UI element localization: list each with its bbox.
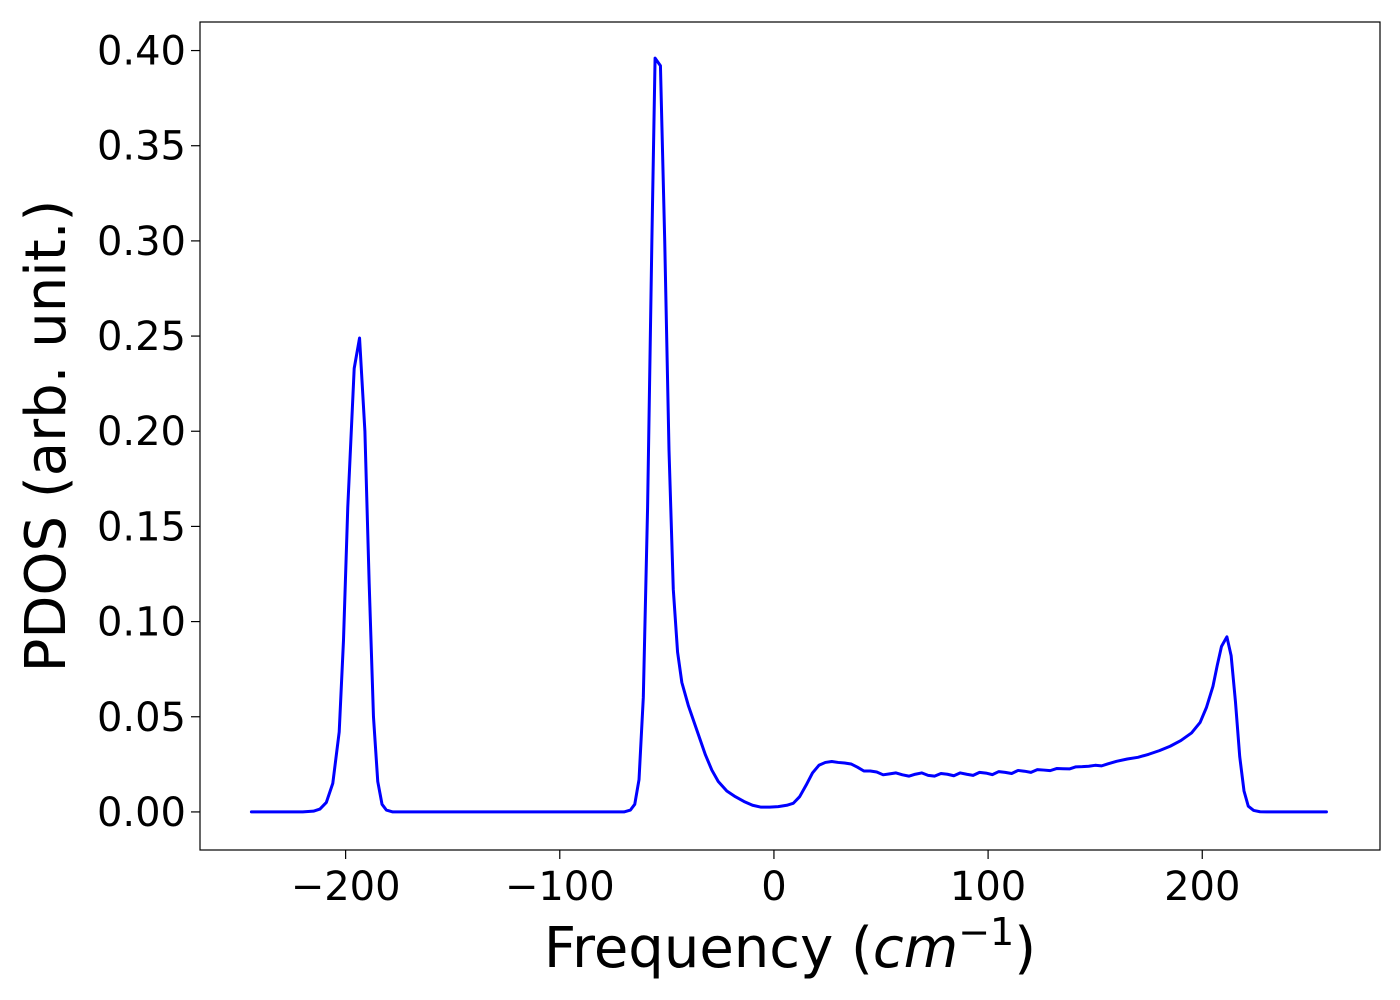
y-tick-label: 0.25	[97, 314, 186, 360]
x-axis-label-unit-exponent: −1	[958, 910, 1014, 954]
x-axis: −200 −100 0 100 200	[291, 850, 1240, 910]
x-tick-label: 200	[1164, 864, 1240, 910]
series-layer	[249, 56, 1328, 814]
x-axis-label-open-paren: (	[833, 916, 873, 981]
y-tick-label: 0.10	[97, 600, 186, 646]
y-axis: 0.00 0.05 0.10 0.15 0.20 0.25 0.30 0.35 0.40	[97, 29, 200, 836]
y-tick-label: 0.35	[97, 124, 186, 170]
x-axis-label-text: Frequency	[544, 916, 833, 981]
x-tick-label: −100	[505, 864, 615, 910]
x-axis-label: Frequency (cm−1)	[544, 910, 1036, 981]
x-tick-label: −200	[291, 864, 401, 910]
y-tick-label: 0.40	[97, 29, 186, 75]
x-axis-label-unit: cm	[873, 916, 958, 981]
x-tick-label: 100	[950, 864, 1026, 910]
y-axis-label: PDOS (arb. unit.)	[14, 200, 79, 673]
x-axis-label-close-paren: )	[1014, 916, 1036, 981]
y-tick-label: 0.15	[97, 504, 186, 550]
x-tick-label: 0	[761, 864, 786, 910]
plot-area-frame	[199, 21, 1381, 851]
series-line-0	[249, 56, 1328, 814]
y-tick-label: 0.00	[97, 790, 186, 836]
y-tick-label: 0.20	[97, 409, 186, 455]
y-tick-label: 0.30	[97, 219, 186, 265]
y-tick-label: 0.05	[97, 695, 186, 741]
